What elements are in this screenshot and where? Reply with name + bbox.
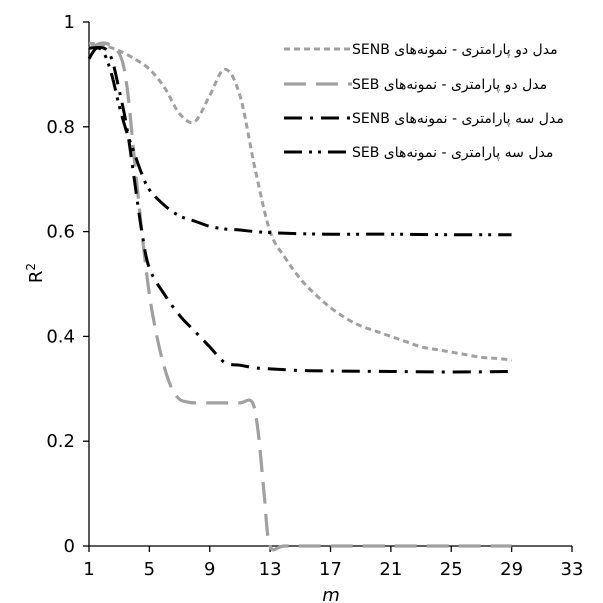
series-seb-three-param-line xyxy=(87,46,512,237)
series-layer xyxy=(87,41,512,552)
x-tick-label: 21 xyxy=(379,559,402,580)
legend: مدل دو پارامتری - نمونه‌های SENB مدل دو پ… xyxy=(284,42,564,161)
y-axis-title-main: R xyxy=(26,271,47,284)
x-axis-title: m xyxy=(322,585,340,603)
series-seb-two-param-line xyxy=(88,41,512,552)
x-tick-label: 25 xyxy=(440,559,463,580)
y-tick-labels: 0 0.2 0.4 0.6 0.8 1 xyxy=(46,12,75,557)
y-tick-label: 0.6 xyxy=(46,222,75,243)
axes xyxy=(83,21,573,552)
x-tick-label: 9 xyxy=(204,559,215,580)
legend-entry-label: مدل سه پارامتری - نمونه‌های SEB xyxy=(352,145,553,161)
y-tick-label: 1 xyxy=(64,12,75,33)
series-senb-two-param-line xyxy=(88,41,512,362)
y-axis-title: R2 xyxy=(24,263,47,283)
x-tick-labels: 1 5 9 13 17 21 25 29 33 xyxy=(83,559,583,580)
x-tick-label: 33 xyxy=(561,559,584,580)
series-senb-three-param-line xyxy=(88,45,512,374)
y-tick-label: 0.4 xyxy=(46,326,75,347)
y-tick-label: 0.2 xyxy=(46,431,75,452)
x-tick-label: 13 xyxy=(259,559,282,580)
legend-entry-label: مدل سه پارامتری - نمونه‌های SENB xyxy=(352,111,564,127)
legend-entry-label: مدل دو پارامتری - نمونه‌های SENB xyxy=(352,42,558,58)
x-tick-label: 29 xyxy=(500,559,523,580)
y-axis-title-superscript: 2 xyxy=(24,263,38,271)
x-tick-label: 17 xyxy=(319,559,342,580)
y-tick-label: 0 xyxy=(64,536,75,557)
y-tick-label: 0.8 xyxy=(46,117,75,138)
x-tick-label: 1 xyxy=(83,559,94,580)
x-tick-label: 5 xyxy=(144,559,155,580)
legend-entry-label: مدل دو پارامتری - نمونه‌های SEB xyxy=(352,77,547,93)
